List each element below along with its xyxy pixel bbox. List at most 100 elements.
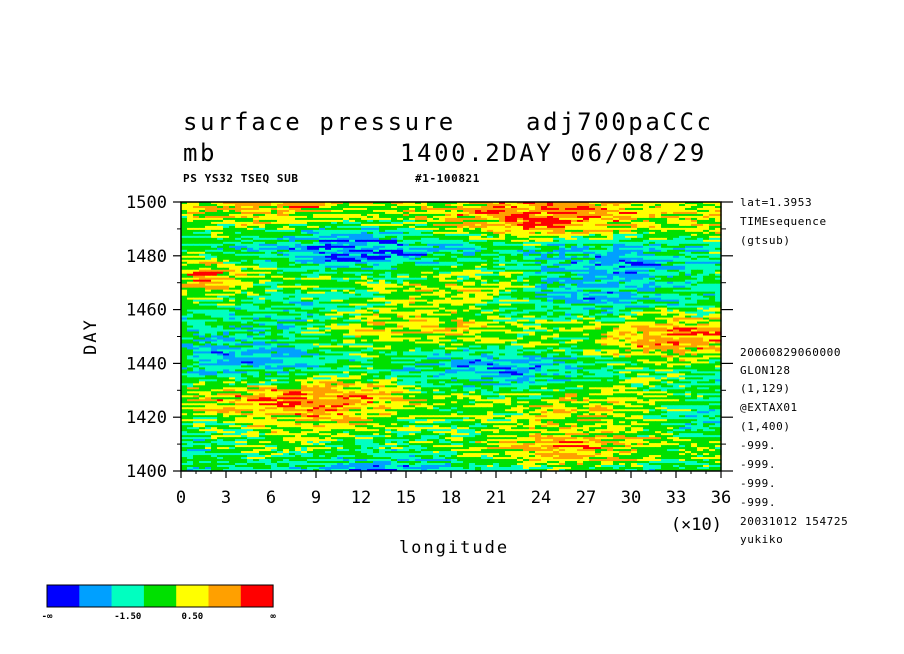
heatmap-cell <box>559 299 566 303</box>
heatmap-cell <box>337 207 344 211</box>
heatmap-cell <box>619 227 626 231</box>
heatmap-cell <box>703 219 710 223</box>
heatmap-cell <box>283 219 290 223</box>
heatmap-cell <box>607 247 614 251</box>
heatmap-cell <box>439 219 446 223</box>
heatmap-cell <box>469 291 476 295</box>
heatmap-cell <box>433 307 440 310</box>
heatmap-cell <box>259 281 266 285</box>
heatmap-cell <box>625 309 632 312</box>
heatmap-cell <box>487 223 494 227</box>
heatmap-cell <box>349 202 356 205</box>
heatmap-cell <box>589 227 596 231</box>
heatmap-cell <box>577 295 584 299</box>
heatmap-cell <box>361 279 368 283</box>
heatmap-cell <box>463 203 470 207</box>
heatmap-cell <box>379 285 386 289</box>
heatmap-cell <box>505 249 512 253</box>
heatmap-cell <box>463 243 470 247</box>
heatmap-cell <box>289 251 296 255</box>
heatmap-cell <box>361 217 368 221</box>
heatmap-cell <box>223 259 230 263</box>
heatmap-cell <box>511 223 518 227</box>
heatmap-cell <box>529 253 536 257</box>
heatmap-cell <box>529 257 536 261</box>
heatmap-cell <box>433 215 440 219</box>
heatmap-cell <box>211 213 218 217</box>
heatmap-cell <box>523 267 530 271</box>
heatmap-cell <box>415 213 422 217</box>
heatmap-cell <box>613 207 620 211</box>
heatmap-cell <box>247 211 254 215</box>
heatmap-cell <box>679 209 686 213</box>
heatmap-cell <box>415 231 422 235</box>
heatmap-cell <box>367 309 374 312</box>
heatmap-cell <box>619 287 626 291</box>
heatmap-cell <box>691 229 698 233</box>
heatmap-cell <box>355 273 362 277</box>
heatmap-cell <box>445 245 452 249</box>
heatmap-cell <box>553 245 560 249</box>
heatmap-cell <box>265 281 272 285</box>
heatmap-cell <box>481 295 488 299</box>
heatmap-cell <box>439 202 446 205</box>
heatmap-cell <box>679 275 686 279</box>
heatmap-cell <box>667 301 674 305</box>
heatmap-cell <box>247 239 254 243</box>
heatmap-cell <box>649 243 656 247</box>
heatmap-cell <box>355 207 362 211</box>
heatmap-cell <box>403 303 410 307</box>
heatmap-cell <box>631 231 638 235</box>
heatmap-cell <box>685 231 692 235</box>
heatmap-cell <box>703 301 710 305</box>
heatmap-cell <box>427 289 434 293</box>
tag-left: PS YS32 TSEQ SUB <box>183 172 299 185</box>
heatmap-cell <box>181 219 188 223</box>
heatmap-cell <box>571 275 578 279</box>
heatmap-cell <box>259 229 266 233</box>
heatmap-cell <box>619 259 626 263</box>
heatmap-cell <box>361 253 368 257</box>
heatmap-cell <box>343 237 350 241</box>
heatmap-cell <box>541 221 548 225</box>
heatmap-cell <box>313 309 320 312</box>
heatmap-cell <box>505 259 512 263</box>
heatmap-cell <box>475 205 482 209</box>
heatmap-cell <box>379 209 386 213</box>
heatmap-cell <box>271 261 278 265</box>
heatmap-cell <box>661 273 668 277</box>
heatmap-cell <box>199 229 206 233</box>
heatmap-cell <box>667 227 674 231</box>
heatmap-cell <box>379 225 386 229</box>
heatmap-cell <box>715 241 722 245</box>
heatmap-cell <box>451 239 458 243</box>
heatmap-cell <box>235 293 242 297</box>
heatmap-cell <box>703 299 710 303</box>
side-info-line: -999. <box>740 458 777 471</box>
heatmap-cell <box>685 285 692 289</box>
heatmap-cell <box>487 221 494 225</box>
heatmap-cell <box>229 202 236 205</box>
heatmap-cell <box>697 239 704 243</box>
heatmap-cell <box>601 249 608 253</box>
heatmap-cell <box>289 217 296 221</box>
heatmap-cell <box>253 239 260 243</box>
heatmap-cell <box>205 311 212 314</box>
heatmap-cell <box>403 291 410 295</box>
heatmap-cell <box>589 271 596 275</box>
heatmap-cell <box>589 229 596 233</box>
heatmap-cell <box>247 309 254 312</box>
heatmap-cell <box>493 223 500 227</box>
heatmap-cell <box>517 251 524 255</box>
heatmap-cell <box>451 219 458 223</box>
heatmap-cell <box>247 265 254 269</box>
heatmap-cell <box>373 261 380 265</box>
heatmap-cell <box>253 203 260 207</box>
heatmap-cell <box>487 202 494 205</box>
heatmap-cell <box>427 247 434 251</box>
heatmap-cell <box>553 269 560 273</box>
heatmap-cell <box>715 279 722 283</box>
heatmap-cell <box>271 311 278 314</box>
heatmap-cell <box>349 237 356 241</box>
heatmap-cell <box>457 271 464 275</box>
